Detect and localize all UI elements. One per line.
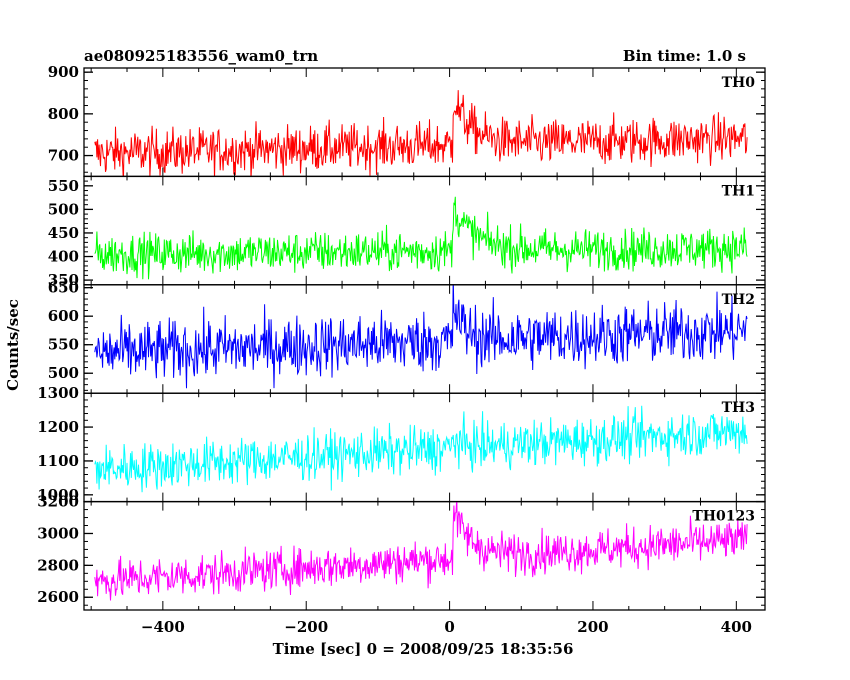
y-axis-label: Counts/sec [4,299,22,391]
panel-label: TH3 [722,400,755,416]
panel-th2: 500 550 600 650 TH2 [48,279,766,394]
y-tick-label: 3200 [37,493,79,511]
y-tick-label: 800 [48,105,79,123]
panel-frame [83,175,766,286]
panel-frame [83,67,766,178]
panel-th0123: 2600 2800 3000 3200 TH0123 [37,493,766,611]
y-tick-label: 1100 [37,452,79,470]
x-axis: −400 −200 0 200 400 [141,618,752,636]
y-tick-label: 550 [48,336,79,354]
y-tick-label: 2800 [37,556,79,574]
panels-group: 700 800 900 TH0 350 400 450 500 550 TH1 500 550 600 6… [37,63,766,611]
x-axis-label: Time [sec] 0 = 2008/09/25 18:35:56 [273,640,574,658]
panel-frame [83,500,766,611]
y-tick-label: 650 [48,279,79,297]
y-tick-label: 1200 [37,418,79,436]
panel-th3: 1000 1100 1200 1300 TH3 [37,384,766,504]
series-th3 [94,405,748,493]
series-th2 [94,284,748,389]
y-tick-label: 1000 [37,486,79,504]
x-tick-label: 200 [577,618,608,636]
panel-label: TH2 [722,292,755,308]
y-tick-label: 500 [48,200,79,218]
panel-th1: 350 400 450 500 550 TH1 [48,175,766,289]
y-tick-label: 3000 [37,524,79,542]
y-tick-label: 900 [48,63,79,81]
series-th1 [94,196,748,280]
series-th0 [94,90,748,177]
series-th0123 [94,501,748,601]
x-tick-label: −200 [284,618,328,636]
y-tick-label: 1300 [37,384,79,402]
y-tick-label: 2600 [37,588,79,606]
y-tick-label: 350 [48,271,79,289]
y-tick-label: 550 [48,177,79,195]
x-tick-label: −400 [141,618,185,636]
panel-th0: 700 800 900 TH0 [48,63,766,178]
panel-label: TH1 [722,183,755,199]
y-tick-label: 450 [48,224,79,242]
y-tick-label: 400 [48,248,79,266]
panel-label: TH0 [722,75,756,91]
x-tick-label: 0 [444,618,454,636]
y-tick-label: 500 [48,364,79,382]
y-tick-label: 700 [48,147,79,165]
x-tick-label: 400 [721,618,752,636]
chart-title: ae080925183556_wam0_trn [84,47,318,65]
panel-label: TH0123 [692,509,755,525]
y-tick-label: 600 [48,307,79,325]
bin-time-label: Bin time: 1.0 s [623,47,746,65]
